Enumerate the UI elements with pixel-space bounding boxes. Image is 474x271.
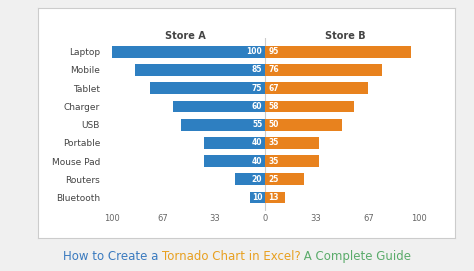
Text: Store B: Store B	[325, 31, 365, 41]
Text: A Complete Guide: A Complete Guide	[301, 250, 411, 263]
Text: 55: 55	[252, 120, 263, 129]
Bar	[112, 46, 265, 58]
Text: 40: 40	[252, 138, 263, 147]
Text: Store A: Store A	[165, 31, 206, 41]
Text: 25: 25	[268, 175, 279, 184]
Bar	[135, 64, 265, 76]
Text: 75: 75	[252, 84, 263, 93]
Bar	[265, 46, 411, 58]
Bar	[173, 101, 265, 112]
Bar	[265, 119, 342, 131]
Bar	[235, 173, 265, 185]
Text: Tornado Chart in Excel?: Tornado Chart in Excel?	[162, 250, 301, 263]
Bar	[265, 192, 285, 204]
Bar	[265, 155, 319, 167]
Text: 50: 50	[268, 120, 279, 129]
Text: 58: 58	[268, 102, 279, 111]
Text: How to Create a: How to Create a	[63, 250, 162, 263]
Text: 67: 67	[268, 84, 279, 93]
Bar	[204, 155, 265, 167]
Text: 100: 100	[246, 47, 263, 56]
Text: 85: 85	[252, 66, 263, 75]
Bar	[250, 192, 265, 204]
Text: 20: 20	[252, 175, 263, 184]
Bar	[204, 137, 265, 149]
Text: 10: 10	[252, 193, 263, 202]
Bar	[150, 82, 265, 94]
Text: 35: 35	[268, 157, 279, 166]
Text: 60: 60	[252, 102, 263, 111]
Text: 95: 95	[268, 47, 279, 56]
Bar	[265, 82, 368, 94]
Text: 76: 76	[268, 66, 279, 75]
Bar	[265, 173, 304, 185]
Text: 35: 35	[268, 138, 279, 147]
Text: 40: 40	[252, 157, 263, 166]
Text: 13: 13	[268, 193, 279, 202]
Bar	[265, 137, 319, 149]
Bar	[181, 119, 265, 131]
Bar	[265, 64, 382, 76]
Bar	[265, 101, 355, 112]
